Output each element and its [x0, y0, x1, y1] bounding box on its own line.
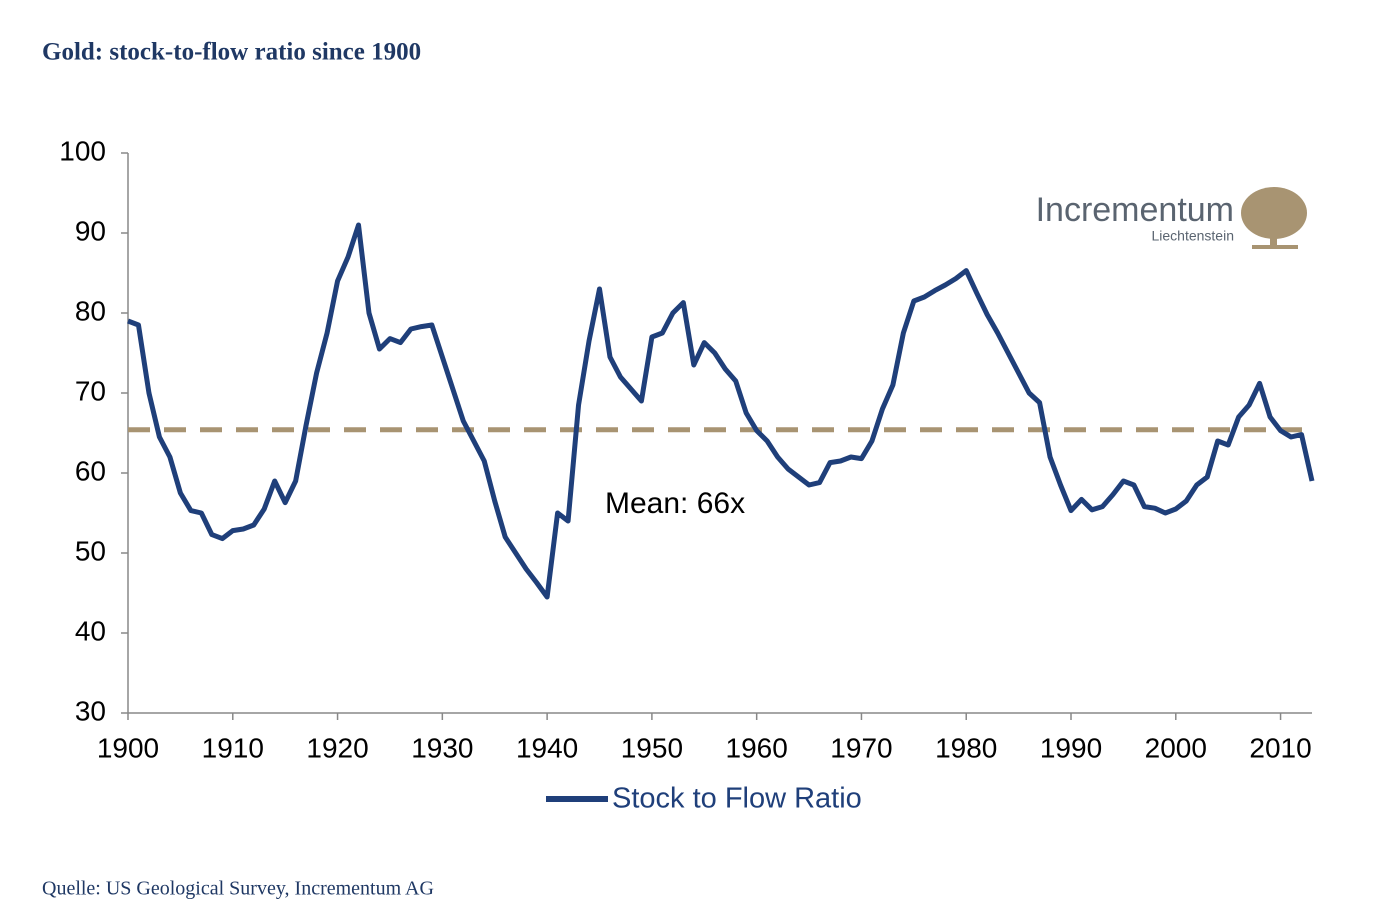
logo-sub: Liechtenstein — [1151, 228, 1234, 244]
logo-name: Incrementum — [1036, 191, 1234, 229]
mean-label: Mean: 66x — [605, 487, 745, 520]
y-tick-label: 100 — [59, 135, 106, 166]
x-tick-label: 1940 — [516, 732, 578, 763]
x-tick-label: 1920 — [306, 732, 368, 763]
series-line — [127, 222, 1315, 600]
x-tick-label: 1960 — [726, 732, 788, 763]
x-tick-label: 1980 — [935, 732, 997, 763]
y-tick-label: 70 — [75, 375, 106, 406]
y-tick-label: 30 — [75, 695, 106, 726]
x-tick-label: 1900 — [97, 732, 159, 763]
x-tick-label: 2010 — [1249, 732, 1311, 763]
x-tick-label: 1930 — [411, 732, 473, 763]
x-tick-label: 1970 — [830, 732, 892, 763]
y-tick-label: 90 — [75, 215, 106, 246]
y-tick-label: 80 — [75, 295, 106, 326]
y-tick-label: 60 — [75, 455, 106, 486]
x-tick-label: 1990 — [1040, 732, 1102, 763]
legend-label: Stock to Flow Ratio — [612, 783, 862, 815]
logo-tree — [1241, 187, 1307, 249]
x-tick-label: 1910 — [202, 732, 264, 763]
source: Quelle: US Geological Survey, Incrementu… — [42, 878, 434, 900]
y-tick-label: 50 — [75, 535, 106, 566]
x-tick-label: 2000 — [1145, 732, 1207, 763]
y-tick-label: 40 — [75, 615, 106, 646]
x-tick-label: 1950 — [621, 732, 683, 763]
chart-title: Gold: stock-to-flow ratio since 1900 — [42, 39, 421, 66]
